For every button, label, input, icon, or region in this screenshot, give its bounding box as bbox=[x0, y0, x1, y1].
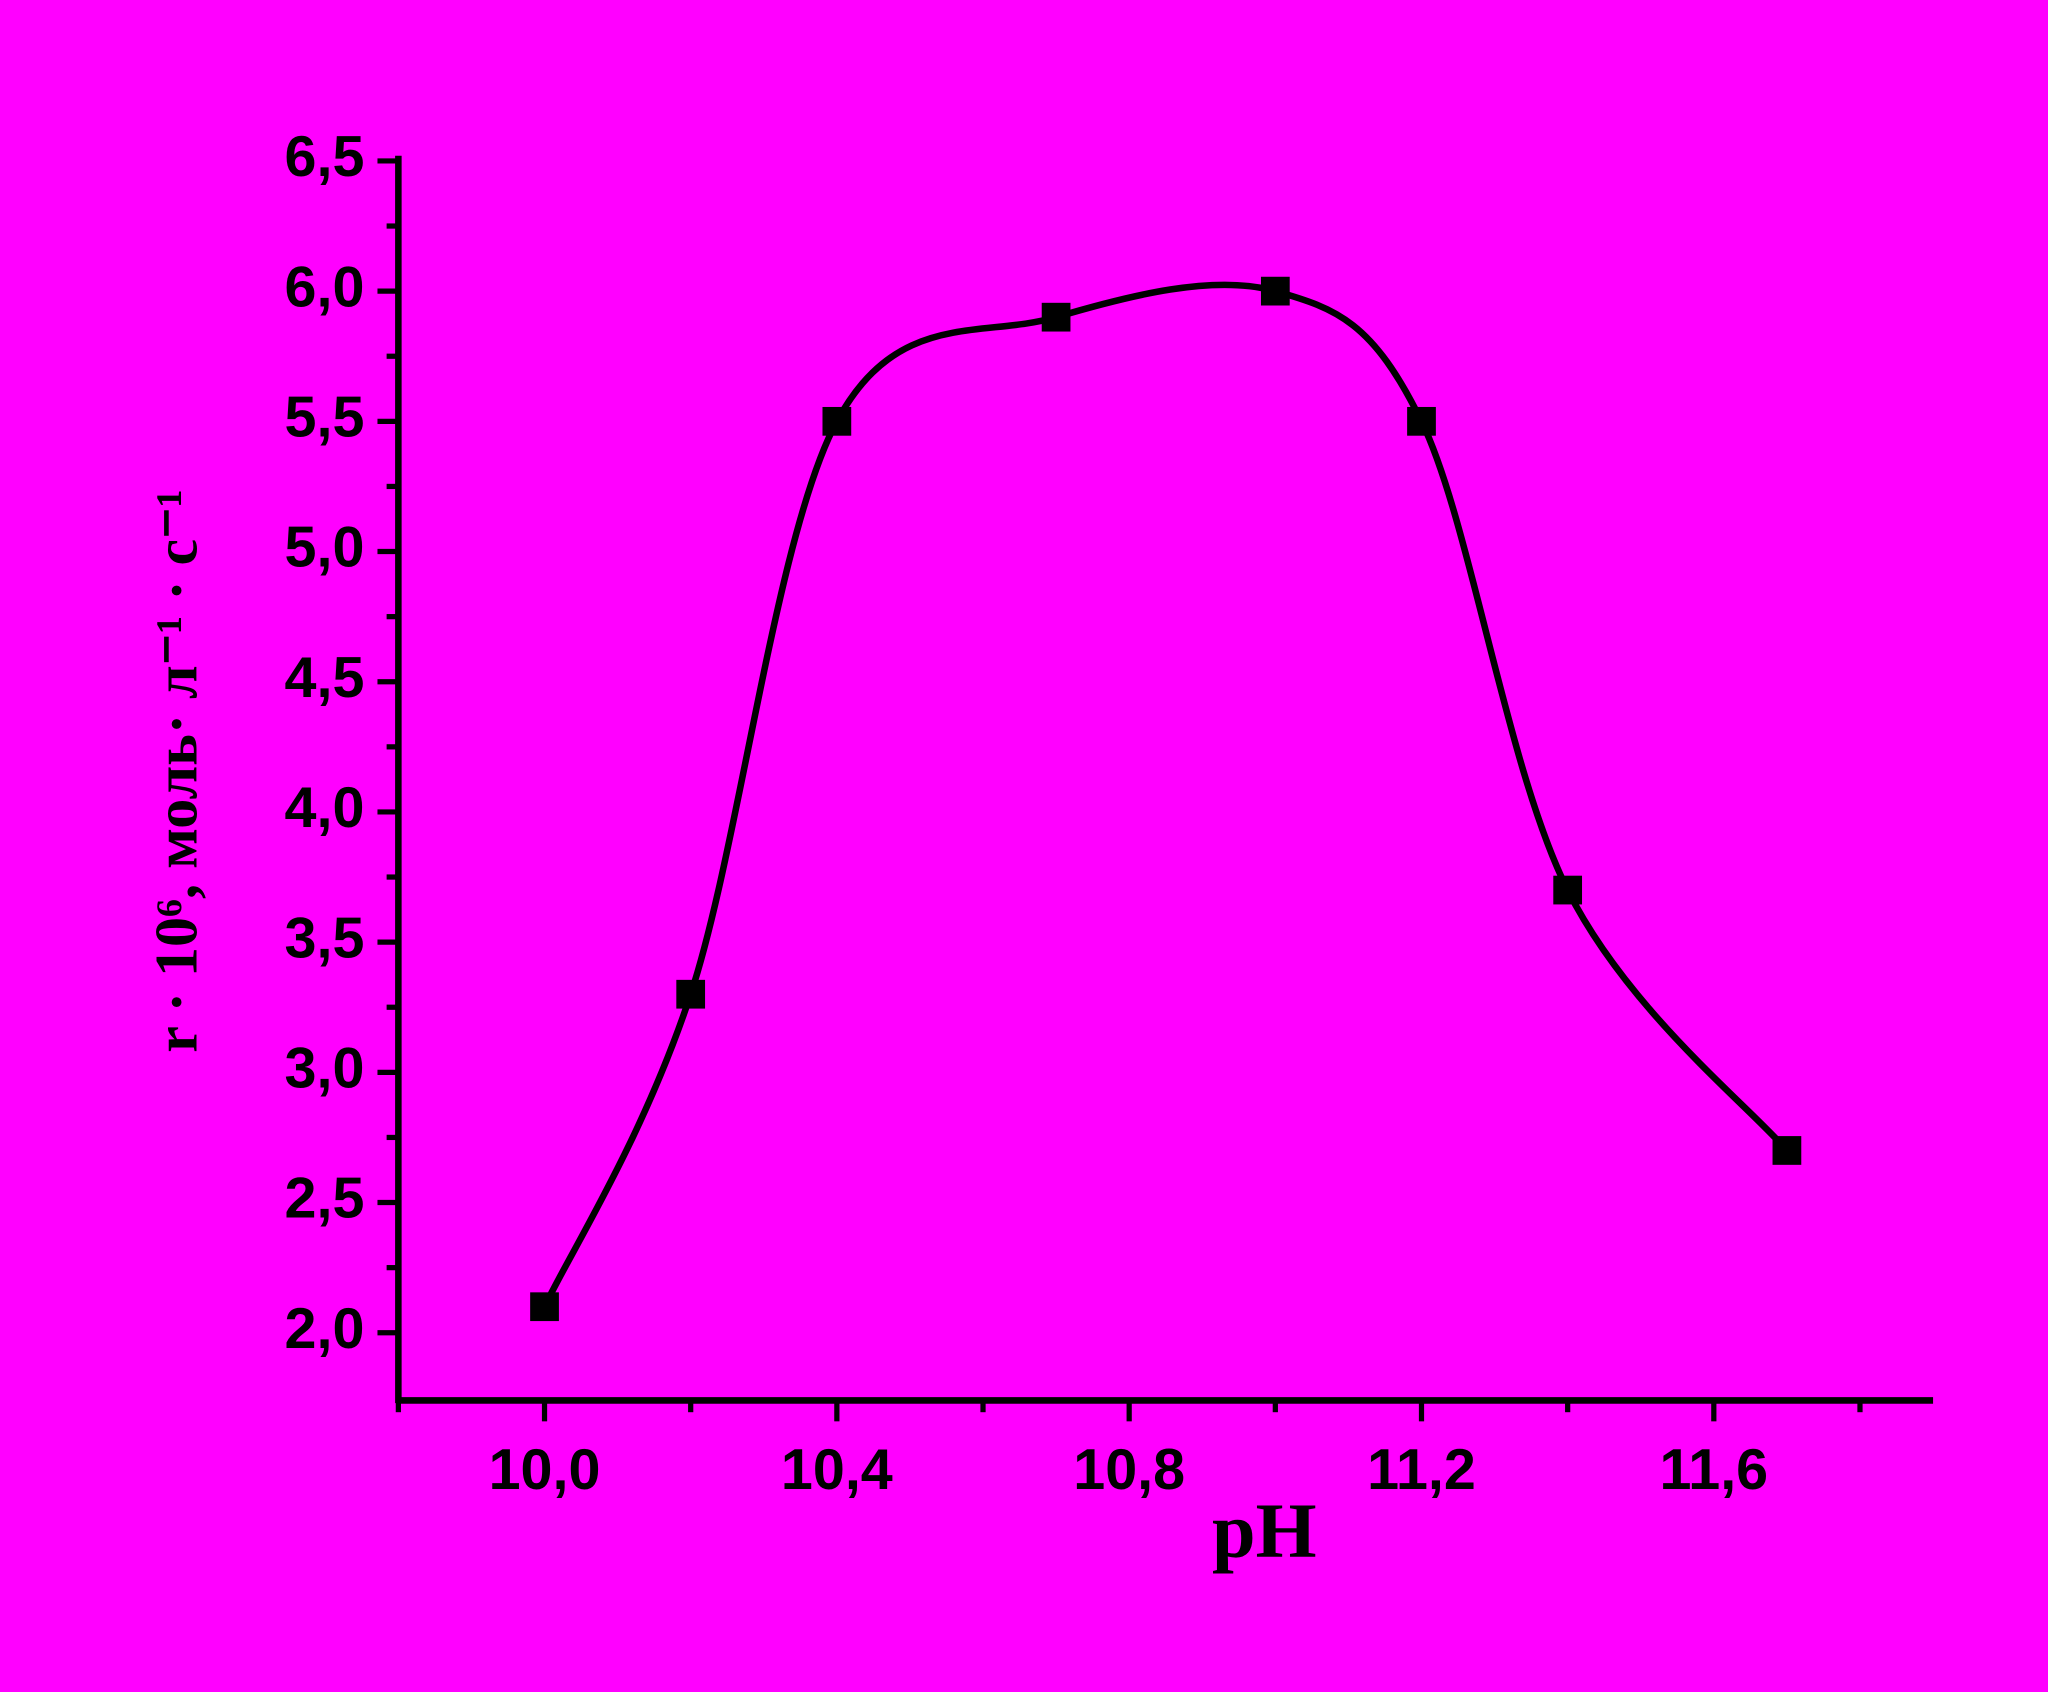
y-tick-label: 3,0 bbox=[285, 1037, 365, 1101]
y-tick-label: 4,5 bbox=[285, 646, 365, 710]
x-tick-label: 10,8 bbox=[1073, 1438, 1185, 1502]
y-tick-label: 5,5 bbox=[285, 386, 365, 450]
y-tick-label: 2,5 bbox=[285, 1167, 365, 1231]
y-tick-label: 2,0 bbox=[285, 1297, 365, 1361]
data-point bbox=[822, 406, 852, 436]
data-point bbox=[1407, 406, 1436, 436]
data-point bbox=[1041, 302, 1071, 332]
y-tick-label: 6,0 bbox=[285, 255, 365, 319]
data-point bbox=[1772, 1136, 1802, 1165]
data-point bbox=[1260, 276, 1290, 306]
y-tick-label: 4,0 bbox=[285, 776, 365, 840]
data-point bbox=[676, 979, 706, 1009]
y-tick-label: 6,5 bbox=[285, 125, 365, 189]
data-point bbox=[1553, 875, 1583, 905]
x-tick-label: 10,4 bbox=[781, 1438, 893, 1502]
x-tick-label: 11,2 bbox=[1367, 1438, 1476, 1502]
y-tick-label: 5,0 bbox=[285, 516, 365, 580]
data-point bbox=[530, 1292, 559, 1322]
x-tick-label: 11,6 bbox=[1659, 1438, 1768, 1502]
y-axis-label: r · 10⁶, моль· л⁻¹ · с⁻¹ bbox=[143, 489, 210, 1053]
x-tick-label: 10,0 bbox=[489, 1438, 601, 1502]
fit-curve bbox=[541, 281, 1790, 1309]
x-axis-label: pH bbox=[1212, 1487, 1317, 1574]
y-tick-label: 3,5 bbox=[285, 906, 365, 970]
